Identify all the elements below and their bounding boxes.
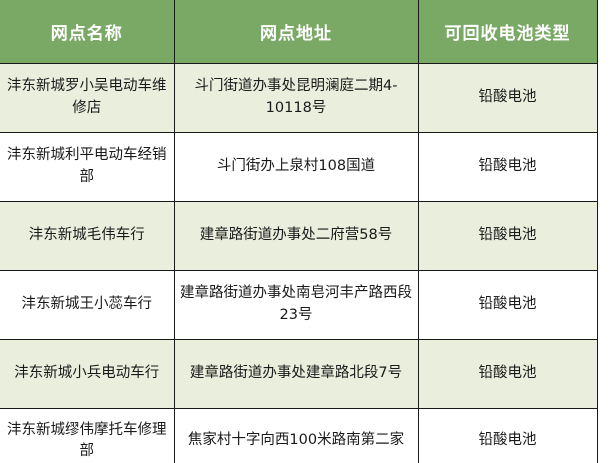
cell-site-name: 沣东新城王小蕊车行 — [0, 269, 175, 340]
cell-site-name: 沣东新城小兵电动车行 — [0, 338, 175, 409]
table-row: 沣东新城王小蕊车行 建章路街道办事处南皂河丰产路西段23号 铅酸电池 — [0, 269, 598, 340]
cell-site-address: 建章路街道办事处二府营58号 — [173, 200, 419, 271]
cell-site-name: 沣东新城罗小吴电动车维修店 — [0, 62, 175, 133]
cell-battery-type: 铅酸电池 — [417, 407, 598, 463]
cell-site-address: 斗门街办上泉村108国道 — [173, 131, 419, 202]
cell-battery-type: 铅酸电池 — [417, 338, 598, 409]
cell-site-address: 建章路街道办事处南皂河丰产路西段23号 — [173, 269, 419, 340]
cell-site-address: 斗门街道办事处昆明澜庭二期4-10118号 — [173, 62, 419, 133]
table-row: 沣东新城小兵电动车行 建章路街道办事处建章路北段7号 铅酸电池 — [0, 338, 598, 409]
table-body: 沣东新城罗小吴电动车维修店 斗门街道办事处昆明澜庭二期4-10118号 铅酸电池… — [0, 62, 598, 463]
cell-site-address: 焦家村十字向西100米路南第二家 — [173, 407, 419, 463]
cell-battery-type: 铅酸电池 — [417, 131, 598, 202]
table-row: 沣东新城罗小吴电动车维修店 斗门街道办事处昆明澜庭二期4-10118号 铅酸电池 — [0, 62, 598, 133]
table-row: 沣东新城毛伟车行 建章路街道办事处二府营58号 铅酸电池 — [0, 200, 598, 271]
cell-battery-type: 铅酸电池 — [417, 62, 598, 133]
column-header-site-address: 网点地址 — [173, 0, 419, 64]
table-row: 沣东新城利平电动车经销部 斗门街办上泉村108国道 铅酸电池 — [0, 131, 598, 202]
cell-site-address: 建章路街道办事处建章路北段7号 — [173, 338, 419, 409]
cell-battery-type: 铅酸电池 — [417, 200, 598, 271]
cell-site-name: 沣东新城毛伟车行 — [0, 200, 175, 271]
cell-battery-type: 铅酸电池 — [417, 269, 598, 340]
cell-site-name: 沣东新城缪伟摩托车修理部 — [0, 407, 175, 463]
cell-site-name: 沣东新城利平电动车经销部 — [0, 131, 175, 202]
table-header: 网点名称 网点地址 可回收电池类型 — [0, 0, 598, 64]
table-header-row: 网点名称 网点地址 可回收电池类型 — [0, 0, 598, 64]
column-header-battery-type: 可回收电池类型 — [417, 0, 598, 64]
table-row: 沣东新城缪伟摩托车修理部 焦家村十字向西100米路南第二家 铅酸电池 — [0, 407, 598, 463]
column-header-site-name: 网点名称 — [0, 0, 175, 64]
